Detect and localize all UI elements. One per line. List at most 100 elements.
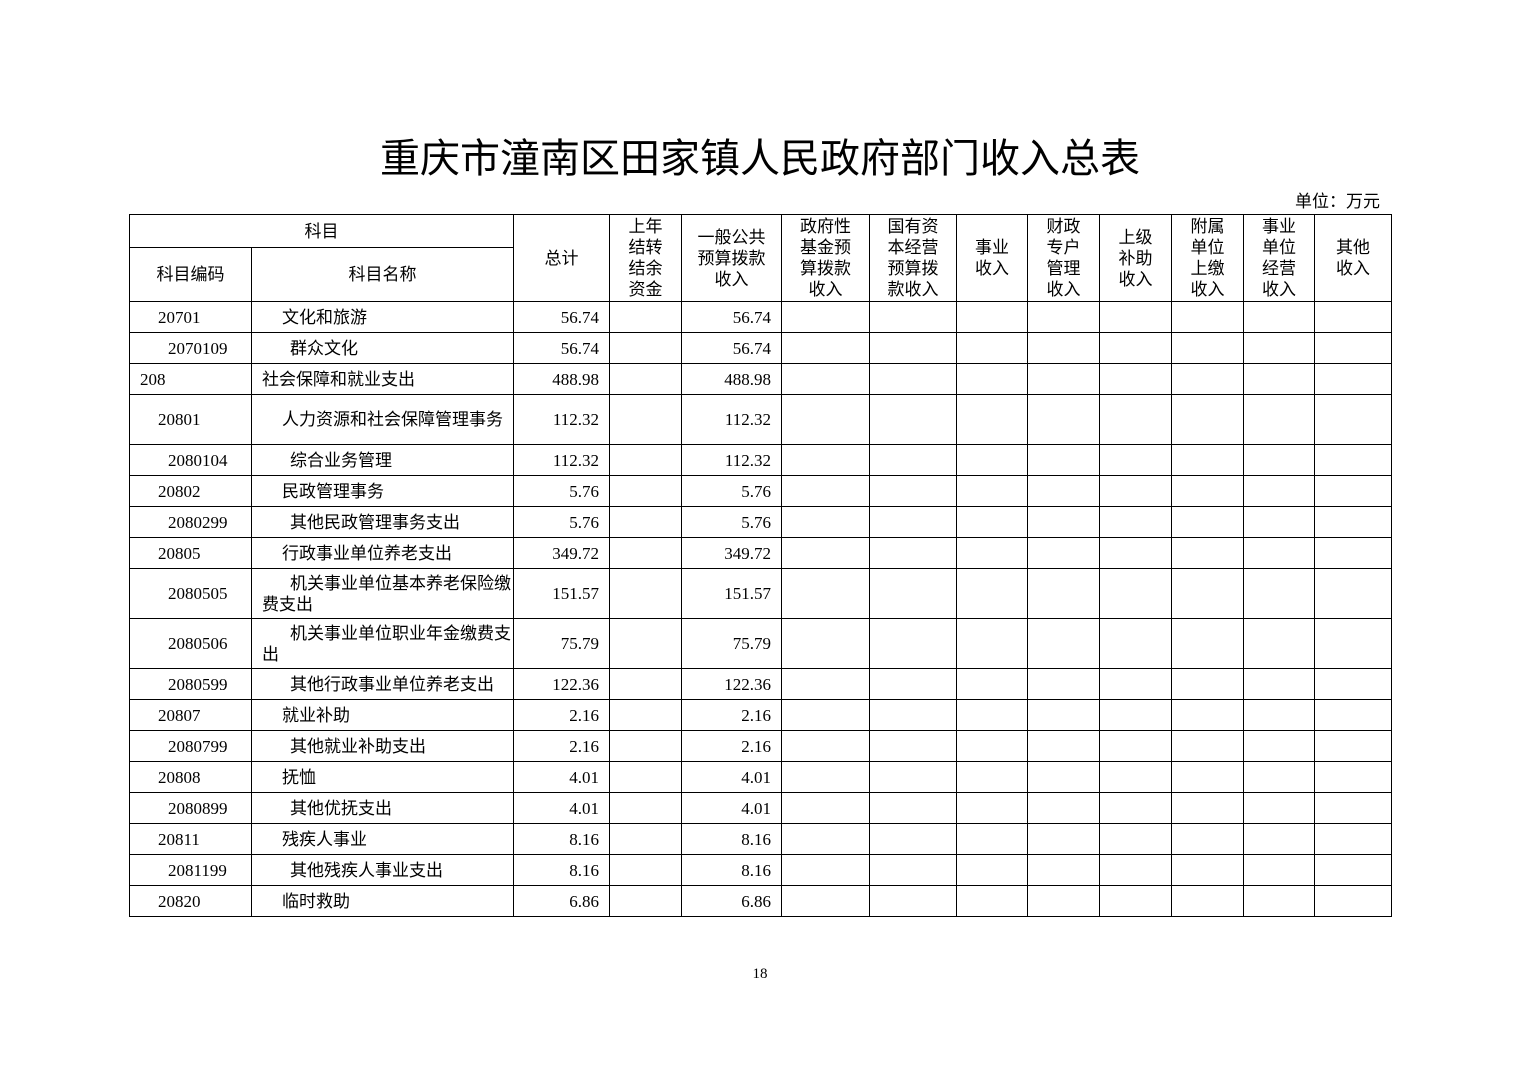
total-cell: 488.98 — [513, 363, 610, 395]
header-column: 上级 补助 收入 — [1099, 214, 1172, 302]
header-column: 其他 收入 — [1314, 214, 1392, 302]
subject-name: 就业补助 — [251, 699, 514, 731]
empty-cell — [1099, 823, 1172, 855]
empty-cell — [869, 618, 957, 669]
empty-cell — [781, 699, 870, 731]
table-row: 2080505 机关事业单位基本养老保险缴费支出 151.57 151.57 — [129, 568, 1392, 619]
empty-cell — [1027, 394, 1100, 445]
general-budget-cell: 2.16 — [681, 699, 782, 731]
empty-cell — [1314, 668, 1392, 700]
table-row: 20808 抚恤 4.01 4.01 — [129, 761, 1392, 793]
empty-cell — [1171, 332, 1244, 364]
subject-code: 20701 — [129, 301, 252, 333]
subject-name: 社会保障和就业支出 — [251, 363, 514, 395]
empty-cell — [1099, 537, 1172, 569]
subject-code: 20811 — [129, 823, 252, 855]
empty-cell — [1243, 699, 1315, 731]
table-row: 2081199 其他残疾人事业支出 8.16 8.16 — [129, 854, 1392, 886]
carryover-cell — [609, 761, 682, 793]
subject-name: 临时救助 — [251, 885, 514, 917]
carryover-cell — [609, 506, 682, 538]
total-cell: 112.32 — [513, 444, 610, 476]
income-summary-table: 科目 总计 上年 结转 结余 资金 一般公共 预算拨款 收入 政府性 基金预 算拨款 … — [129, 214, 1392, 917]
general-budget-cell: 56.74 — [681, 332, 782, 364]
empty-cell — [1243, 301, 1315, 333]
empty-cell — [1027, 885, 1100, 917]
subject-name: 抚恤 — [251, 761, 514, 793]
header-name: 科目名称 — [251, 247, 514, 302]
empty-cell — [1171, 568, 1244, 619]
empty-cell — [956, 332, 1028, 364]
empty-cell — [869, 444, 957, 476]
empty-cell — [869, 332, 957, 364]
table-row: 20802 民政管理事务 5.76 5.76 — [129, 475, 1392, 507]
general-budget-cell: 5.76 — [681, 506, 782, 538]
total-cell: 5.76 — [513, 506, 610, 538]
subject-code: 2080899 — [129, 792, 252, 824]
empty-cell — [1314, 618, 1392, 669]
empty-cell — [869, 506, 957, 538]
total-cell: 2.16 — [513, 699, 610, 731]
empty-cell — [1314, 444, 1392, 476]
subject-name: 群众文化 — [251, 332, 514, 364]
empty-cell — [1243, 394, 1315, 445]
empty-cell — [1099, 854, 1172, 886]
empty-cell — [1099, 506, 1172, 538]
empty-cell — [1027, 792, 1100, 824]
empty-cell — [1099, 475, 1172, 507]
empty-cell — [1099, 699, 1172, 731]
subject-name: 其他残疾人事业支出 — [251, 854, 514, 886]
subject-name: 机关事业单位职业年金缴费支出 — [251, 618, 514, 669]
header-column: 上年 结转 结余 资金 — [609, 214, 682, 302]
empty-cell — [1314, 568, 1392, 619]
carryover-cell — [609, 699, 682, 731]
general-budget-cell: 151.57 — [681, 568, 782, 619]
table-row: 20701 文化和旅游 56.74 56.74 — [129, 301, 1392, 333]
empty-cell — [1243, 618, 1315, 669]
empty-cell — [1171, 444, 1244, 476]
empty-cell — [1099, 363, 1172, 395]
subject-name: 人力资源和社会保障管理事务 — [251, 394, 514, 445]
empty-cell — [1171, 761, 1244, 793]
empty-cell — [1314, 761, 1392, 793]
unit-label: 单位：万元 — [1295, 192, 1380, 211]
empty-cell — [781, 668, 870, 700]
empty-cell — [1171, 363, 1244, 395]
empty-cell — [1099, 885, 1172, 917]
total-cell: 151.57 — [513, 568, 610, 619]
general-budget-cell: 122.36 — [681, 668, 782, 700]
empty-cell — [1099, 761, 1172, 793]
subject-code: 2070109 — [129, 332, 252, 364]
subject-name: 其他行政事业单位养老支出 — [251, 668, 514, 700]
empty-cell — [1171, 394, 1244, 445]
empty-cell — [1243, 332, 1315, 364]
header-code: 科目编码 — [129, 247, 252, 302]
empty-cell — [1171, 668, 1244, 700]
empty-cell — [781, 394, 870, 445]
empty-cell — [956, 618, 1028, 669]
empty-cell — [869, 854, 957, 886]
total-cell: 4.01 — [513, 792, 610, 824]
empty-cell — [1027, 332, 1100, 364]
empty-cell — [869, 761, 957, 793]
empty-cell — [1099, 301, 1172, 333]
general-budget-cell: 2.16 — [681, 730, 782, 762]
header-column: 一般公共 预算拨款 收入 — [681, 214, 782, 302]
empty-cell — [1314, 363, 1392, 395]
empty-cell — [956, 730, 1028, 762]
empty-cell — [1027, 506, 1100, 538]
table-row: 20820 临时救助 6.86 6.86 — [129, 885, 1392, 917]
empty-cell — [869, 568, 957, 619]
general-budget-cell: 6.86 — [681, 885, 782, 917]
general-budget-cell: 112.32 — [681, 444, 782, 476]
empty-cell — [956, 792, 1028, 824]
header-column: 国有资 本经营 预算拨 款收入 — [869, 214, 957, 302]
table-row: 2070109 群众文化 56.74 56.74 — [129, 332, 1392, 364]
empty-cell — [1171, 537, 1244, 569]
general-budget-cell: 4.01 — [681, 792, 782, 824]
empty-cell — [1171, 301, 1244, 333]
carryover-cell — [609, 730, 682, 762]
header-column: 事业 收入 — [956, 214, 1028, 302]
subject-code: 20808 — [129, 761, 252, 793]
empty-cell — [781, 475, 870, 507]
